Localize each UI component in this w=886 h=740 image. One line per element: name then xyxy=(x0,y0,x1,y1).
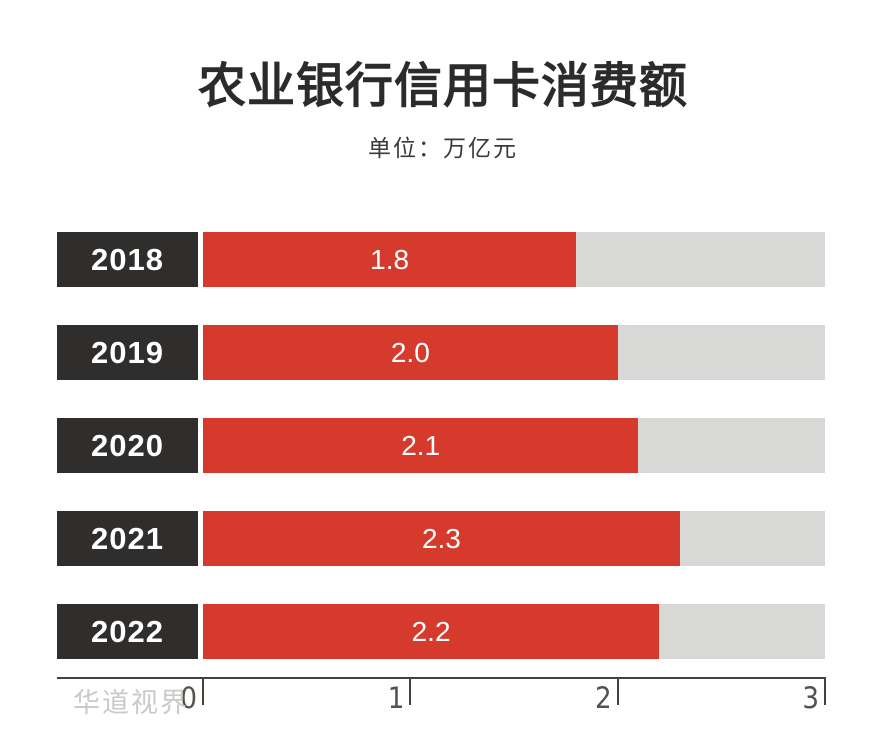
year-label-box: 2020 xyxy=(57,418,198,473)
bar-track: 2.1 xyxy=(203,418,825,473)
year-label-box: 2021 xyxy=(57,511,198,566)
year-label: 2018 xyxy=(91,241,164,277)
bar-rows: 2018 1.8 2019 2.0 2020 xyxy=(57,232,825,659)
x-axis-tick-mark xyxy=(409,677,412,705)
bar-fill: 1.8 xyxy=(203,232,577,287)
x-axis: 0 1 2 3 xyxy=(180,677,826,715)
bar-track: 2.3 xyxy=(203,511,825,566)
bar-track: 2.0 xyxy=(203,325,825,380)
bar-value-label: 2.1 xyxy=(401,429,441,461)
bar-row: 2022 2.2 xyxy=(57,604,825,659)
year-label-box: 2022 xyxy=(57,604,198,659)
year-label-box: 2019 xyxy=(57,325,198,380)
chart-unit-label: 单位：万亿元 xyxy=(368,135,518,161)
bar-row: 2020 2.1 xyxy=(57,418,825,473)
x-axis-tick-mark xyxy=(202,677,204,705)
x-axis-tick-label: 2 xyxy=(595,681,612,715)
x-axis-tick-label: 1 xyxy=(387,681,405,715)
bar-value-label: 2.2 xyxy=(411,615,451,647)
bar-value-label: 2.0 xyxy=(390,336,430,368)
bar-value-label: 1.8 xyxy=(370,243,410,275)
watermark: 华道视界 xyxy=(73,688,189,718)
bar-row: 2021 2.3 xyxy=(57,511,825,566)
year-label: 2019 xyxy=(91,334,164,370)
year-label: 2021 xyxy=(91,520,164,556)
bar-track: 1.8 xyxy=(203,232,825,287)
bar-fill: 2.3 xyxy=(203,511,680,566)
bar-row: 2019 2.0 xyxy=(57,325,825,380)
bar-row: 2018 1.8 xyxy=(57,232,825,287)
year-label-box: 2018 xyxy=(57,232,198,287)
bar-value-label: 2.3 xyxy=(421,522,461,554)
bar-fill: 2.2 xyxy=(203,604,660,659)
bar-track: 2.2 xyxy=(203,604,825,659)
chart-title: 农业银行信用卡消费额 xyxy=(197,60,688,113)
x-axis-line xyxy=(57,677,825,679)
year-label: 2020 xyxy=(91,427,164,463)
x-axis-tick-mark xyxy=(616,677,619,705)
x-axis-tick-mark xyxy=(824,677,826,705)
x-axis-tick-label: 3 xyxy=(802,681,819,715)
bar-fill: 2.1 xyxy=(203,418,639,473)
bar-fill: 2.0 xyxy=(203,325,618,380)
x-axis-tick-label: 0 xyxy=(180,681,197,715)
year-label: 2022 xyxy=(91,613,164,649)
